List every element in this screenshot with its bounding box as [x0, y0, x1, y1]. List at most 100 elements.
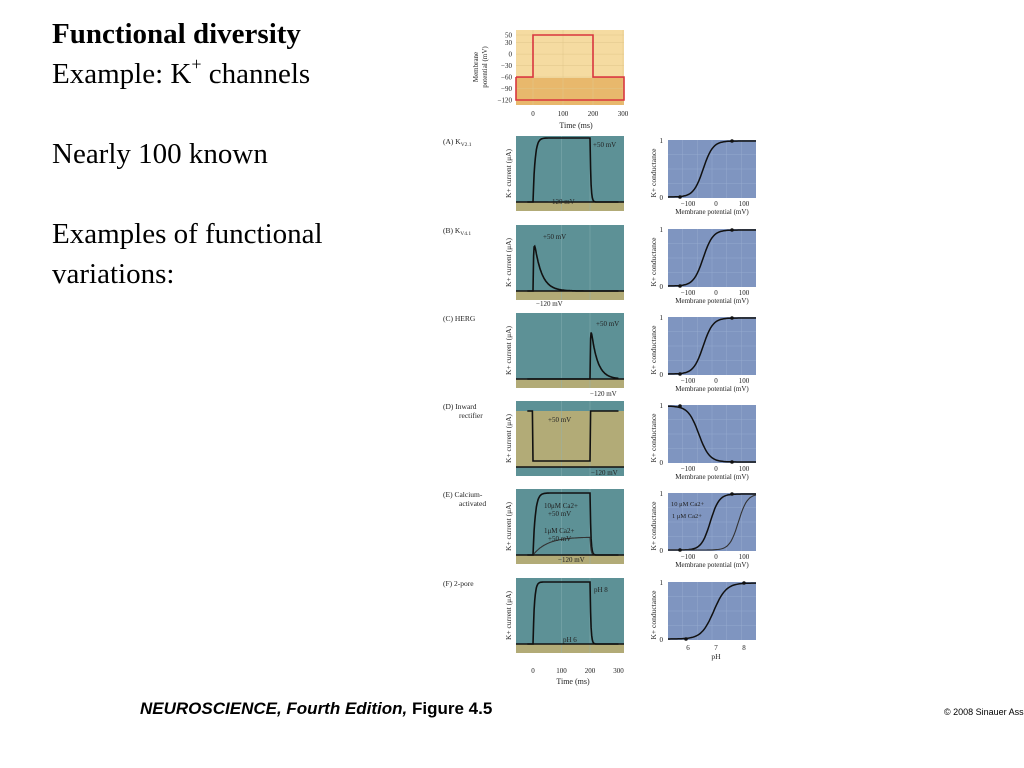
known-count-line: Nearly 100 known: [52, 138, 268, 170]
trace-label: 10μM Ca2+: [544, 502, 578, 510]
copyright: © 2008 Sinauer Associates, Inc.: [944, 707, 1024, 717]
conductance-xtick: 0: [714, 553, 718, 561]
panel-label-2: rectifier: [459, 411, 483, 420]
current-band: [516, 379, 624, 388]
trace-label: −120 mV: [536, 300, 563, 308]
trace-label: +50 mV: [593, 141, 616, 149]
trace-label: +50 mV: [596, 320, 619, 328]
trace-label: pH 6: [563, 636, 577, 644]
conductance-xtick: 0: [714, 289, 718, 297]
conductance-ytick: 1: [660, 402, 664, 410]
conductance-xtick: 100: [739, 377, 750, 385]
data-point: [678, 195, 682, 199]
conductance-ytick: 0: [660, 636, 664, 644]
time-xtick: 100: [556, 667, 567, 675]
protocol-ytick: −120: [498, 97, 513, 105]
conductance-ytick: 0: [660, 283, 664, 291]
protocol-ylabel-2: potential (mV): [481, 46, 489, 88]
conductance-ylabel: K+ conductance: [649, 413, 658, 463]
conductance-xtick: 0: [714, 465, 718, 473]
data-point: [678, 548, 682, 552]
current-ylabel: K+ current (μA): [504, 590, 513, 640]
current-band: [516, 291, 624, 300]
conductance-curve: [668, 582, 756, 640]
current-ylabel: K+ current (μA): [504, 501, 513, 551]
ph-xlabel: pH: [711, 652, 721, 661]
conductance-xlabel: Membrane potential (mV): [675, 385, 749, 393]
current-plot: [516, 313, 624, 388]
trace-label: −120 mV: [558, 556, 585, 564]
ph-xtick: 8: [742, 644, 746, 652]
protocol-ylabel-1: Membrane: [472, 52, 480, 82]
current-ylabel: K+ current (μA): [504, 237, 513, 287]
conductance-xtick: 100: [739, 553, 750, 561]
current-band-top: [516, 401, 624, 411]
conductance-ylabel: K+ conductance: [649, 325, 658, 375]
trace-label: +50 mV: [543, 233, 566, 241]
data-point: [730, 492, 734, 496]
conductance-xtick: −100: [681, 200, 696, 208]
data-point: [742, 581, 746, 585]
conductance-ytick: 1: [660, 137, 664, 145]
panel-label-2: activated: [459, 499, 486, 508]
conductance-ytick: 0: [660, 547, 664, 555]
trace-label: −120 mV: [548, 198, 575, 206]
conductance-xtick: −100: [681, 377, 696, 385]
current-band: [516, 202, 624, 211]
example-line: Example: K+ channels: [52, 54, 432, 94]
conductance-xlabel: Membrane potential (mV): [675, 297, 749, 305]
trace-label: 1μM Ca2+: [544, 527, 575, 535]
data-point: [730, 139, 734, 143]
current-plot: [516, 225, 624, 300]
protocol-ytick: −30: [501, 62, 512, 70]
current-trace: [527, 410, 619, 462]
current-ylabel: K+ current (μA): [504, 148, 513, 198]
conductance-xtick: −100: [681, 289, 696, 297]
example-sup: +: [191, 54, 202, 75]
trace-label: +50 mV: [548, 510, 571, 518]
conductance-xlabel: Membrane potential (mV): [675, 473, 749, 481]
protocol-trace: [515, 34, 625, 101]
ph-xtick: 6: [686, 644, 690, 652]
ph-xtick: 7: [714, 644, 718, 652]
conductance-curve: [667, 140, 756, 198]
variations-line-1: Examples of functional: [52, 218, 323, 250]
data-point: [678, 404, 682, 408]
figure-credit: NEUROSCIENCE, Fourth Edition, Figure 4.5: [140, 699, 492, 719]
conductance-xtick: 100: [739, 289, 750, 297]
slide-text: Functional diversity Example: K+ channel…: [52, 14, 432, 294]
conductance-ylabel: K+ conductance: [649, 148, 658, 198]
time-xtick: 0: [531, 667, 535, 675]
data-point: [730, 460, 734, 464]
current-plot: [516, 401, 624, 476]
conductance-ytick: 1: [660, 579, 664, 587]
time-xtick: 300: [613, 667, 624, 675]
trace-label: −120 mV: [590, 390, 617, 398]
example-prefix: Example: K: [52, 58, 192, 90]
conductance-xtick: −100: [681, 465, 696, 473]
panel-label: (F) 2-pore: [443, 579, 474, 588]
credit-figure: Figure 4.5: [407, 699, 493, 718]
panel-label: (A) KV2.1: [443, 137, 472, 148]
trace-label: −120 mV: [591, 469, 618, 477]
variations-line-2: variations:: [52, 258, 175, 290]
conductance-curve: [668, 405, 756, 463]
conductance-xtick: 100: [739, 200, 750, 208]
panel-label: (C) HERG: [443, 314, 476, 323]
conductance-xtick: 0: [714, 377, 718, 385]
panel-f: (F) 2-pore K+ current (μA) pH 8 pH 6 1 0K+ co…: [443, 578, 756, 661]
conductance-label: 1 μM Ca2+: [672, 513, 702, 520]
conductance-ylabel: K+ conductance: [649, 237, 658, 287]
conductance-curve: [667, 317, 756, 375]
conductance-ytick: 1: [660, 314, 664, 322]
panel-a: (A) KV2.1K+ current (μA)+50 mV−120 mV10K…: [443, 136, 756, 216]
data-point: [730, 228, 734, 232]
panel-b: (B) KV4.1K+ current (μA)+50 mV−120 mV10K…: [443, 225, 756, 308]
data-point: [730, 316, 734, 320]
trace-label: +50 mV: [548, 416, 571, 424]
panel-e: (E) Calcium-activated K+ current (μA) 10μM…: [443, 489, 757, 569]
conductance-ylabel: K+ conductance: [649, 501, 658, 551]
